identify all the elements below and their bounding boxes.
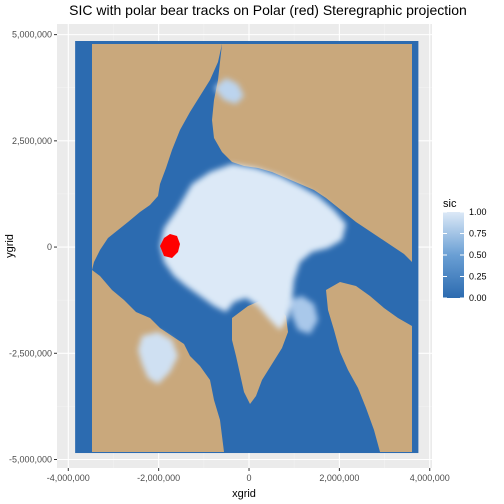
x-axis-title: xgrid [232,488,256,500]
sic-raster [75,40,419,454]
land-north-america [92,44,222,270]
legend-colorbar [443,212,464,298]
legend-tick-label: 0.75 [469,229,487,239]
x-tick-label: 0 [247,473,252,483]
sea-ice-layer [138,78,346,384]
y-tick-label: -2,500,000 [9,348,52,358]
y-axis-title: ygrid [4,234,16,258]
ice-greenland-east [290,296,318,334]
legend-tick-label: 0.00 [469,293,487,303]
x-tick-label: 2,000,000 [319,473,359,483]
legend-tick-label: 1.00 [469,207,487,217]
legend: sic 1.00 0.75 0.50 0.25 0.00 [443,198,487,303]
land-scandinavia [326,282,412,452]
legend-tick-label: 0.25 [469,272,487,282]
x-tick-label: -2,000,000 [137,473,180,483]
x-tick-label: 4,000,000 [410,473,450,483]
y-tick-label: 2,500,000 [12,136,52,146]
y-tick-label: -5,000,000 [9,455,52,465]
ice-okhotsk [214,78,244,104]
legend-title: sic [443,198,457,210]
y-tick-label: 0 [47,242,52,252]
legend-tick-label: 0.50 [469,250,487,260]
land-greenland [232,300,288,404]
land-layer [92,44,412,452]
ice-arctic-pack [160,164,346,330]
legend-ticks: 1.00 0.75 0.50 0.25 0.00 [443,207,487,303]
x-axis: -4,000,000 -2,000,000 0 2,000,000 4,000,000 [47,468,450,483]
y-axis: 5,000,000 2,500,000 0 -2,500,000 -5,000,000 [9,30,57,465]
polar-bear-tracks [160,234,180,258]
land-eurasia [212,44,412,262]
y-tick-label: 5,000,000 [12,30,52,40]
chart-title: SIC with polar bear tracks on Polar (red… [69,2,467,18]
x-tick-label: -4,000,000 [47,473,90,483]
ice-hudson-baffin [138,332,178,384]
